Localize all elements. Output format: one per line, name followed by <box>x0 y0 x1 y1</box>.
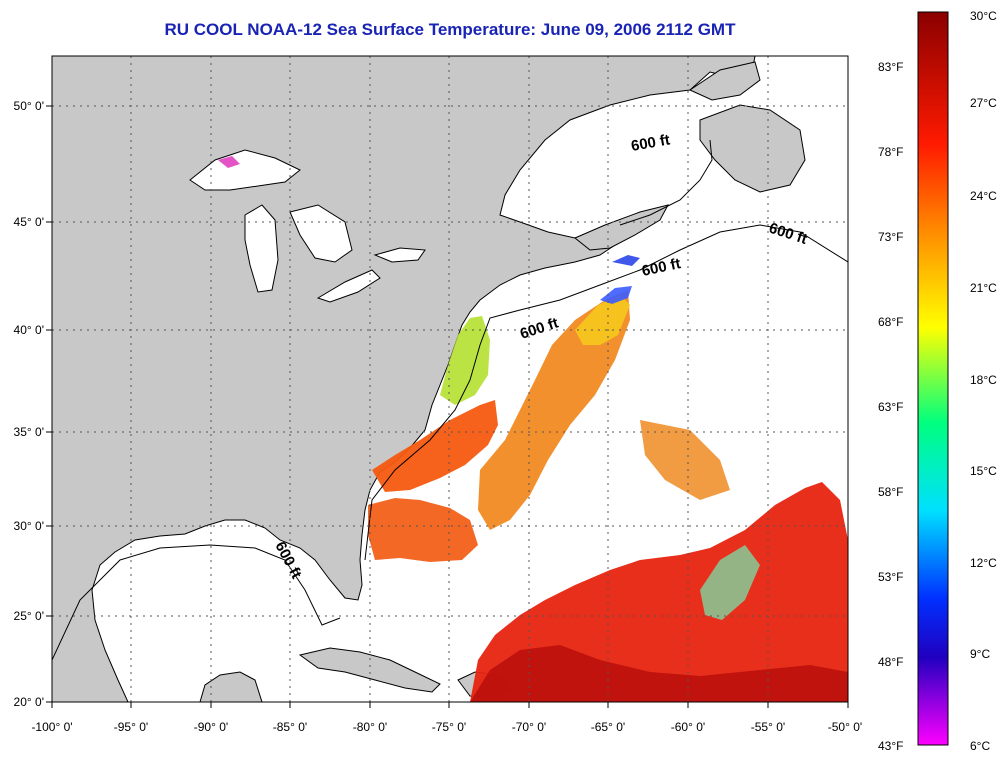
cb-label-c: 15°C <box>970 464 997 478</box>
sst-patch-carolinas <box>372 400 498 492</box>
cb-label-f: 58°F <box>878 485 903 499</box>
sst-patch-cold-gulf-maine <box>612 255 640 266</box>
cb-label-f: 53°F <box>878 570 903 584</box>
lon-label: -50° 0' <box>828 720 862 734</box>
colorbar-celsius-labels: 30°C 27°C 24°C 21°C 18°C 15°C 12°C 9°C 6… <box>970 9 997 753</box>
land-labrador <box>688 61 761 101</box>
lon-label: -65° 0' <box>591 720 625 734</box>
land-yucatan <box>199 671 263 702</box>
contour-label-labrador: 600 ft <box>630 131 672 155</box>
cb-label-c: 9°C <box>970 647 990 661</box>
lon-label: -80° 0' <box>353 720 387 734</box>
lon-labels: -100° 0' -95° 0' -90° 0' -85° 0' -80° 0'… <box>31 720 862 734</box>
lake-huron <box>289 204 353 263</box>
lat-label: 30° 0' <box>14 519 44 533</box>
map-area: 600 ft 600 ft 600 ft 600 ft 600 ft <box>52 56 848 702</box>
cb-label-f: 83°F <box>878 60 903 74</box>
sst-patch-hot-south <box>470 645 848 702</box>
lon-label: -75° 0' <box>432 720 466 734</box>
colorbar-fahrenheit-labels: 83°F 78°F 73°F 68°F 63°F 58°F 53°F 48°F … <box>878 60 903 753</box>
cb-label-f: 78°F <box>878 145 903 159</box>
lat-label: 50° 0' <box>14 99 44 113</box>
cb-label-c: 12°C <box>970 556 997 570</box>
lake-ontario <box>373 247 426 263</box>
lon-label: -55° 0' <box>751 720 785 734</box>
sst-patch-georgia-bight <box>368 498 478 562</box>
cb-label-c: 30°C <box>970 9 997 23</box>
sst-data <box>218 156 848 702</box>
cb-label-f: 63°F <box>878 400 903 414</box>
sst-patch-east-orange <box>640 420 730 500</box>
land-cuba <box>298 647 441 693</box>
lake-erie <box>316 269 381 303</box>
sst-patch-lake-superior <box>218 156 240 168</box>
lon-label: -85° 0' <box>273 720 307 734</box>
cb-label-f: 48°F <box>878 655 903 669</box>
lon-label: -100° 0' <box>31 720 72 734</box>
cb-label-c: 21°C <box>970 281 997 295</box>
axis-ticks <box>46 105 849 708</box>
sst-patch-cool-tongue <box>700 545 760 620</box>
cb-label-c: 18°C <box>970 373 997 387</box>
lat-label: 40° 0' <box>14 323 44 337</box>
cb-label-c: 6°C <box>970 739 990 753</box>
lake-michigan <box>244 204 279 293</box>
sst-patch-cold-slope <box>600 286 632 304</box>
land-newfoundland <box>699 104 806 193</box>
lon-label: -90° 0' <box>194 720 228 734</box>
colorbar-gradient <box>917 11 949 746</box>
lat-label: 45° 0' <box>14 215 44 229</box>
cb-label-f: 43°F <box>878 739 903 753</box>
lon-label: -70° 0' <box>512 720 546 734</box>
lon-label: -60° 0' <box>671 720 705 734</box>
map-title: RU COOL NOAA-12 Sea Surface Temperature:… <box>164 20 736 39</box>
land-north-america <box>52 56 756 702</box>
lon-label: -95° 0' <box>114 720 148 734</box>
sst-patch-gulf-stream <box>478 290 630 530</box>
isobath-600ft <box>52 139 848 661</box>
lake-superior <box>189 149 301 191</box>
sst-patch-north-mid-atlantic <box>440 316 490 405</box>
sst-patch-slope-warm <box>575 295 630 345</box>
lat-labels: 50° 0' 45° 0' 40° 0' 35° 0' 30° 0' 25° 0… <box>14 99 44 709</box>
map-frame <box>51 55 849 703</box>
graticule <box>52 56 848 702</box>
cb-label-f: 68°F <box>878 315 903 329</box>
lat-label: 20° 0' <box>14 695 44 709</box>
cb-label-c: 24°C <box>970 189 997 203</box>
colorbar: 30°C 27°C 24°C 21°C 18°C 15°C 12°C 9°C 6… <box>878 9 997 753</box>
lat-label: 25° 0' <box>14 609 44 623</box>
lat-label: 35° 0' <box>14 425 44 439</box>
cb-label-c: 27°C <box>970 96 997 110</box>
cb-label-f: 73°F <box>878 230 903 244</box>
